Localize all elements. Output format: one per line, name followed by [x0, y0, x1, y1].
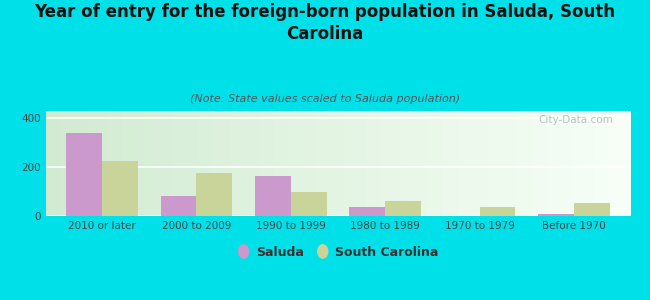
Bar	[349, 208, 385, 216]
Bar	[538, 214, 574, 216]
Bar	[480, 208, 515, 216]
Text: (Note: State values scaled to Saluda population): (Note: State values scaled to Saluda pop…	[190, 94, 460, 104]
Text: Year of entry for the foreign-born population in Saluda, South
Carolina: Year of entry for the foreign-born popul…	[34, 3, 616, 43]
Bar	[161, 196, 196, 216]
Bar	[574, 203, 610, 216]
Legend: Saluda, South Carolina: Saluda, South Carolina	[233, 241, 443, 264]
Text: City-Data.com: City-Data.com	[538, 115, 613, 125]
Bar	[255, 176, 291, 216]
Bar	[385, 201, 421, 216]
Bar	[102, 161, 138, 216]
Bar	[291, 192, 327, 216]
Bar	[196, 172, 232, 216]
Bar	[66, 133, 102, 216]
